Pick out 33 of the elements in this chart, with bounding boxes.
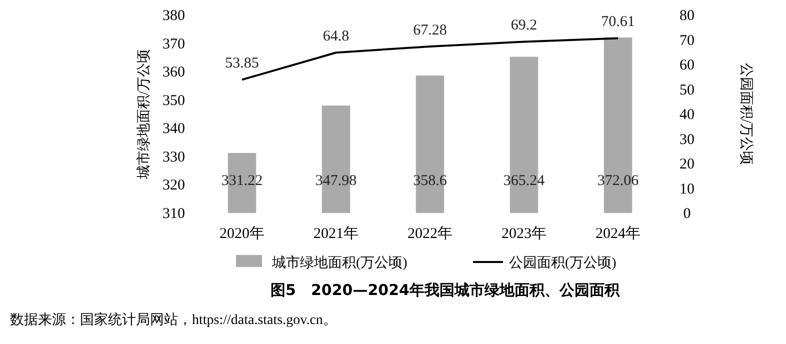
y-tick-label: 340 bbox=[162, 121, 185, 138]
text: 图5 2020—2024年我国城市绿地面积、公园面积 bbox=[270, 281, 620, 299]
data-label: 67.28 bbox=[413, 22, 447, 38]
x-tick-label: 2021年 bbox=[314, 225, 358, 242]
y-tick-label: 320 bbox=[162, 178, 185, 194]
data-label: 69.2 bbox=[510, 18, 538, 34]
data-label: 64.8 bbox=[322, 28, 350, 45]
y2-tick-label: 80 bbox=[680, 8, 694, 24]
y-tick-label: 330 bbox=[162, 149, 185, 166]
y2-tick-label: 70 bbox=[680, 32, 694, 49]
y2-tick-label: 20 bbox=[680, 156, 694, 172]
y-tick-label: 370 bbox=[162, 36, 185, 52]
source-note: 数据来源：国家统计局网站，https://data.stats.gov.cn。 bbox=[10, 312, 337, 328]
y2-tick-label: 10 bbox=[680, 181, 694, 198]
y-tick-label: 310 bbox=[162, 206, 185, 222]
y2-tick-label: 0 bbox=[683, 206, 691, 222]
legend-label: 公园面积(万公顷) bbox=[509, 255, 617, 271]
y2-tick-label: 50 bbox=[680, 82, 694, 98]
y2-tick-label: 40 bbox=[680, 107, 694, 123]
legend-label: 城市绿地面积(万公顷) bbox=[271, 255, 408, 271]
x-tick-label: 2022年 bbox=[408, 225, 452, 242]
y-tick-label: 360 bbox=[162, 64, 185, 81]
y-tick-label: 380 bbox=[162, 8, 185, 24]
y2-tick-label: 30 bbox=[680, 132, 694, 148]
y-axis-title: 城市绿地面积/万公顷 bbox=[136, 49, 152, 180]
y2-tick-label: 60 bbox=[680, 58, 694, 74]
x-tick-label: 2023年 bbox=[502, 225, 546, 242]
x-tick-label: 2024年 bbox=[596, 225, 640, 242]
y2-axis-title: 公园面积/万公顷 bbox=[738, 63, 754, 165]
data-label: 70.61 bbox=[601, 14, 635, 30]
x-tick-label: 2020年 bbox=[220, 225, 264, 242]
y-tick-label: 350 bbox=[162, 92, 185, 109]
data-label: 53.85 bbox=[225, 56, 259, 72]
